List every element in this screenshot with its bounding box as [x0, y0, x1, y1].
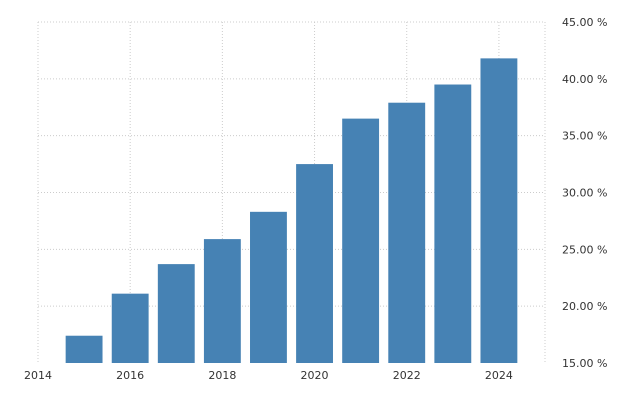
bar-2015 — [65, 335, 103, 363]
y-tick-label: 40.00 % — [562, 73, 607, 86]
bar-2021 — [342, 118, 380, 363]
x-tick-label: 2014 — [24, 369, 52, 382]
bar-2017 — [157, 264, 195, 363]
y-tick-label: 30.00 % — [562, 187, 607, 200]
bar-2024 — [480, 58, 518, 364]
y-tick-label: 25.00 % — [562, 243, 607, 256]
x-tick-label: 2018 — [208, 369, 236, 382]
bar-2016 — [111, 293, 149, 363]
bar-2019 — [250, 211, 287, 363]
bars — [65, 58, 518, 364]
x-tick-label: 2022 — [393, 369, 421, 382]
bar-2022 — [388, 102, 426, 363]
x-tick-label: 2020 — [301, 369, 329, 382]
y-tick-label: 20.00 % — [562, 300, 607, 313]
y-tick-label: 35.00 % — [562, 130, 607, 143]
bar-2023 — [434, 84, 472, 364]
x-axis-ticks: 2014 2016 2018 2020 2022 2024 — [24, 369, 513, 382]
bar-2020 — [296, 164, 333, 363]
bar-2018 — [203, 239, 241, 363]
y-axis-ticks: 15.00 % 20.00 % 25.00 % 30.00 % 35.00 % 40.00… — [562, 16, 607, 370]
y-tick-label: 15.00 % — [562, 357, 607, 370]
x-tick-label: 2024 — [485, 369, 513, 382]
y-tick-label: 45.00 % — [562, 16, 607, 29]
x-tick-label: 2016 — [116, 369, 144, 382]
